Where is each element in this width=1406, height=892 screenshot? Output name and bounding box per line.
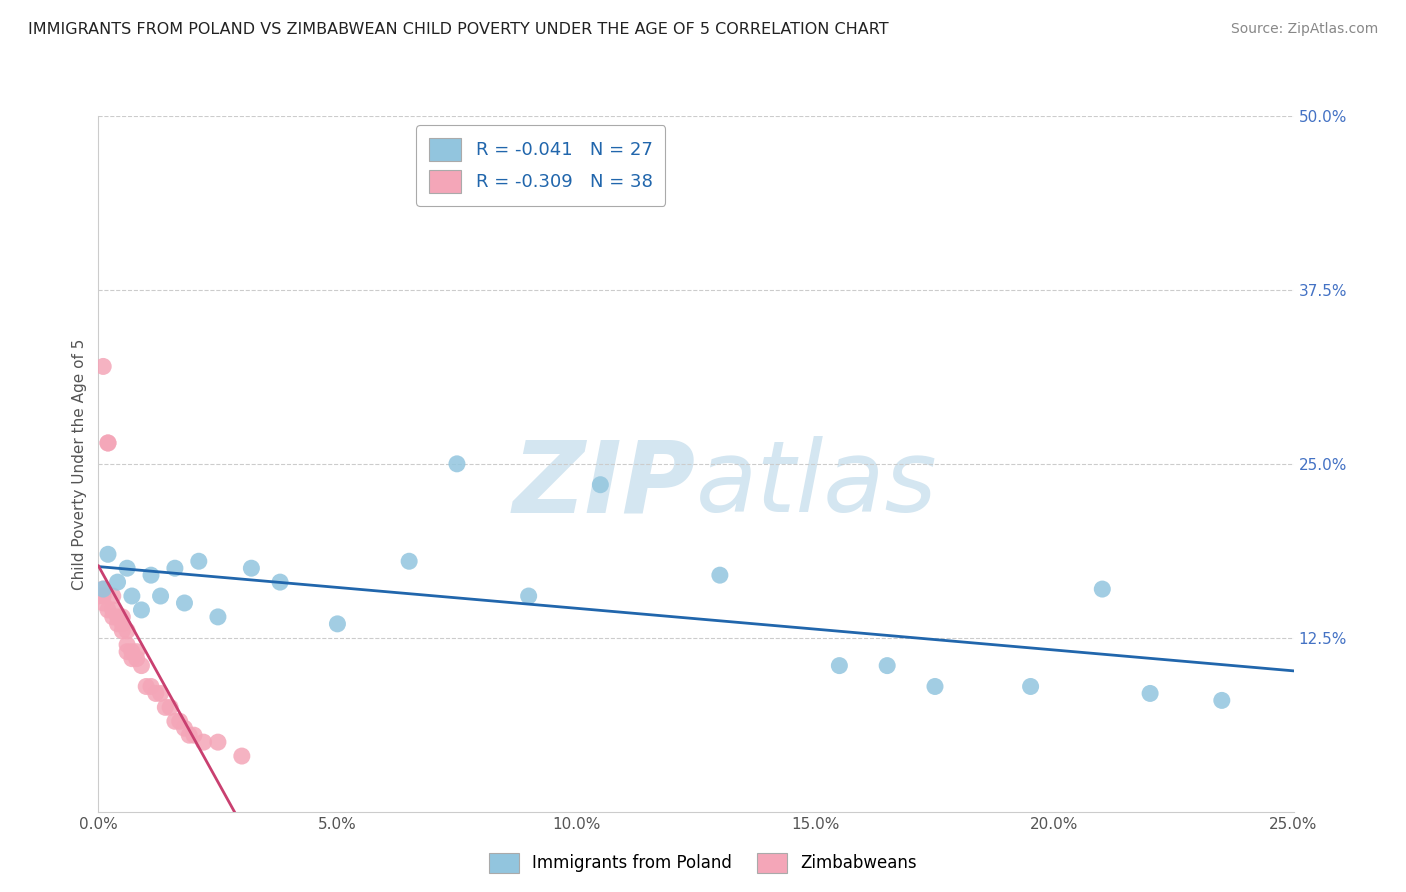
Point xyxy=(91,582,114,596)
Point xyxy=(131,658,153,673)
Point xyxy=(135,680,157,694)
Point xyxy=(91,359,114,374)
Point xyxy=(231,749,253,764)
Point xyxy=(159,700,181,714)
Y-axis label: Child Poverty Under the Age of 5: Child Poverty Under the Age of 5 xyxy=(72,338,87,590)
Point xyxy=(107,575,129,590)
Point xyxy=(145,686,167,700)
Point xyxy=(173,596,195,610)
Point xyxy=(207,735,229,749)
Point xyxy=(155,700,177,714)
Point xyxy=(828,658,851,673)
Point xyxy=(169,714,191,729)
Point xyxy=(101,589,124,603)
Point xyxy=(1211,693,1233,707)
Point xyxy=(173,721,195,735)
Point xyxy=(121,651,143,665)
Point xyxy=(139,568,162,582)
Point xyxy=(924,680,946,694)
Point xyxy=(111,610,134,624)
Point xyxy=(97,547,120,561)
Legend: R = -0.041   N = 27, R = -0.309   N = 38: R = -0.041 N = 27, R = -0.309 N = 38 xyxy=(416,125,665,206)
Point xyxy=(149,589,172,603)
Point xyxy=(97,436,120,450)
Point xyxy=(1019,680,1042,694)
Point xyxy=(111,616,134,631)
Point xyxy=(107,610,129,624)
Point xyxy=(125,645,148,659)
Point xyxy=(163,561,186,575)
Point xyxy=(111,624,134,638)
Point xyxy=(163,714,186,729)
Point xyxy=(240,561,263,575)
Point xyxy=(1139,686,1161,700)
Point xyxy=(97,603,120,617)
Text: atlas: atlas xyxy=(696,436,938,533)
Point xyxy=(101,610,124,624)
Point xyxy=(115,561,138,575)
Point xyxy=(139,680,162,694)
Legend: Immigrants from Poland, Zimbabweans: Immigrants from Poland, Zimbabweans xyxy=(482,847,924,880)
Point xyxy=(517,589,540,603)
Point xyxy=(179,728,201,742)
Point xyxy=(589,477,612,491)
Point xyxy=(187,554,209,568)
Point xyxy=(125,651,148,665)
Point xyxy=(1091,582,1114,596)
Point xyxy=(121,589,143,603)
Point xyxy=(91,596,114,610)
Point xyxy=(446,457,468,471)
Point xyxy=(709,568,731,582)
Point xyxy=(115,645,138,659)
Text: ZIP: ZIP xyxy=(513,436,696,533)
Point xyxy=(193,735,215,749)
Point xyxy=(115,624,138,638)
Point xyxy=(115,638,138,652)
Point xyxy=(149,686,172,700)
Text: IMMIGRANTS FROM POLAND VS ZIMBABWEAN CHILD POVERTY UNDER THE AGE OF 5 CORRELATIO: IMMIGRANTS FROM POLAND VS ZIMBABWEAN CHI… xyxy=(28,22,889,37)
Point xyxy=(876,658,898,673)
Point xyxy=(207,610,229,624)
Point xyxy=(131,603,153,617)
Point xyxy=(91,589,114,603)
Point xyxy=(107,616,129,631)
Point xyxy=(87,589,110,603)
Point xyxy=(101,603,124,617)
Point xyxy=(398,554,420,568)
Point xyxy=(183,728,205,742)
Point xyxy=(326,616,349,631)
Point xyxy=(97,436,120,450)
Point xyxy=(269,575,291,590)
Point xyxy=(91,582,114,596)
Text: Source: ZipAtlas.com: Source: ZipAtlas.com xyxy=(1230,22,1378,37)
Point xyxy=(121,645,143,659)
